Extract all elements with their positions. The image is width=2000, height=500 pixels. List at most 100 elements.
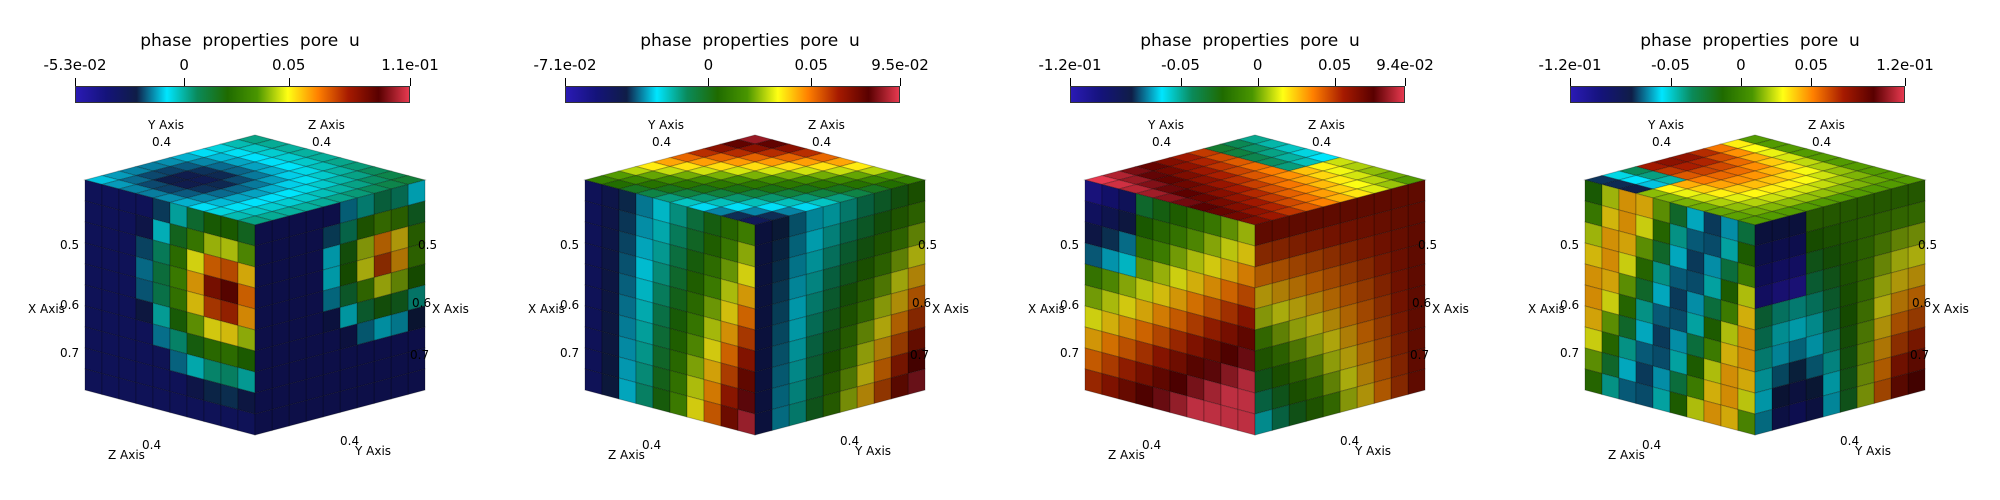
- voxel-right: [1839, 386, 1858, 414]
- x-axis-tick-left: 0.6: [560, 298, 580, 312]
- voxel-left: [152, 386, 171, 414]
- colorbar-tick-mark: [184, 78, 186, 86]
- x-axis-tick-left: 0.7: [1560, 346, 1580, 360]
- x-axis-label-right: X Axis: [932, 302, 969, 316]
- voxel-cube: [83, 134, 427, 436]
- y-axis-label-bottom: Y Axis: [855, 444, 892, 458]
- colorbar-tick-mark: [1811, 78, 1813, 86]
- z-axis-label-bottom: Z Axis: [1108, 448, 1145, 462]
- x-axis-tick-left: 0.6: [60, 298, 80, 312]
- y-axis-tick: 0.4: [1652, 135, 1672, 149]
- colorbar-tick-mark: [1334, 78, 1336, 86]
- voxel-left: [1220, 404, 1239, 432]
- colorbar-tick-mark: [1257, 78, 1259, 86]
- voxel-left: [584, 368, 603, 396]
- x-axis-label-right: X Axis: [1432, 302, 1469, 316]
- x-axis-tick-right: 0.7: [1910, 348, 1930, 362]
- voxel-right: [1907, 368, 1926, 396]
- voxel-left: [84, 368, 103, 396]
- colorbar-tick-label: 0: [703, 56, 714, 74]
- voxel-right: [1788, 399, 1807, 427]
- z-axis-tick: 0.4: [142, 438, 162, 452]
- voxel-right: [1288, 399, 1307, 427]
- colorbar-tick-label: 0.05: [794, 56, 828, 74]
- colorbar-tick-label: -5.3e-02: [43, 56, 107, 74]
- colorbar-tick-mark: [75, 78, 76, 86]
- voxel-right: [1322, 390, 1341, 418]
- render-panel-3: phase properties pore u -1.2e-01 -0.05 0 0.0…: [1000, 0, 1500, 500]
- colorbar-tick-label: -7.1e-02: [533, 56, 597, 74]
- colorbar-tick-label: 1.2e-01: [1876, 56, 1934, 74]
- voxel-left: [601, 372, 620, 400]
- voxel-right: [1754, 408, 1773, 436]
- z-axis-label-top: Z Axis: [1308, 118, 1345, 132]
- colorbar-gradient: [1070, 86, 1405, 103]
- voxel-right: [1390, 372, 1409, 400]
- voxel-left: [1720, 404, 1739, 432]
- y-axis-label-bottom: Y Axis: [1855, 444, 1892, 458]
- render-panel-2: phase properties pore u -7.1e-02 0 0.05 9.5e…: [500, 0, 1000, 500]
- voxel-right: [1890, 372, 1909, 400]
- colorbar-title: phase properties pore u: [640, 31, 860, 51]
- voxel-left: [1118, 377, 1137, 405]
- y-axis-tick: 0.4: [340, 434, 360, 448]
- voxel-left: [1186, 395, 1205, 423]
- colorbar-tick-mark: [1405, 78, 1406, 86]
- voxel-left: [1686, 395, 1705, 423]
- voxel-left: [1084, 368, 1103, 396]
- colorbar-tick-label: -1.2e-01: [1538, 56, 1602, 74]
- z-axis-tick: 0.4: [312, 135, 332, 149]
- colorbar-gradient: [565, 86, 900, 103]
- x-axis-tick-right: 0.5: [1918, 238, 1938, 252]
- voxel-left: [635, 381, 654, 409]
- x-axis-label-left: X Axis: [1528, 302, 1565, 316]
- colorbar-tick-label: 0: [179, 56, 189, 74]
- y-axis-tick: 0.4: [840, 434, 860, 448]
- voxel-right: [356, 381, 375, 409]
- y-axis-tick: 0.4: [1840, 434, 1860, 448]
- x-axis-tick-left: 0.7: [560, 346, 580, 360]
- colorbar-tick-label: 0.05: [272, 56, 306, 74]
- voxel-left: [1169, 390, 1188, 418]
- colorbar-tick-mark: [1070, 78, 1071, 86]
- z-axis-tick: 0.4: [1812, 135, 1832, 149]
- y-axis-label-top: Y Axis: [1148, 118, 1185, 132]
- voxel-right: [407, 368, 426, 396]
- voxel-left: [101, 372, 120, 400]
- colorbar-tick-mark: [1740, 78, 1742, 86]
- voxel-right: [1822, 390, 1841, 418]
- x-axis-label-left: X Axis: [528, 302, 565, 316]
- colorbar-title: phase properties pore u: [140, 31, 360, 51]
- y-axis-tick: 0.4: [1152, 135, 1172, 149]
- colorbar-tick-label: -1.2e-01: [1038, 56, 1102, 74]
- x-axis-tick-left: 0.5: [1060, 238, 1080, 252]
- voxel-right: [1254, 408, 1273, 436]
- x-axis-tick-right: 0.7: [410, 348, 430, 362]
- x-axis-label-right: X Axis: [1932, 302, 1969, 316]
- voxel-left: [737, 408, 756, 436]
- voxel-right: [788, 399, 807, 427]
- colorbar-tick-mark: [811, 78, 813, 86]
- colorbar-tick-label: 0.05: [1317, 56, 1352, 74]
- voxel-left: [1652, 386, 1671, 414]
- y-axis-label-top: Y Axis: [648, 118, 685, 132]
- voxel-left: [618, 377, 637, 405]
- voxel-right: [390, 372, 409, 400]
- voxel-cube: [1083, 134, 1427, 436]
- voxel-right: [805, 395, 824, 423]
- voxel-right: [288, 399, 307, 427]
- voxel-left: [203, 399, 222, 427]
- colorbar-tick-mark: [708, 78, 710, 86]
- voxel-left: [1618, 377, 1637, 405]
- x-axis-tick-right: 0.5: [418, 238, 438, 252]
- voxel-right: [839, 386, 858, 414]
- voxel-right: [1271, 404, 1290, 432]
- colorbar-tick-mark: [1570, 78, 1571, 86]
- z-axis-label-bottom: Z Axis: [108, 448, 145, 462]
- x-axis-tick-left: 0.5: [1560, 238, 1580, 252]
- y-axis-label-top: Y Axis: [1648, 118, 1685, 132]
- x-axis-tick-left: 0.6: [1560, 298, 1580, 312]
- z-axis-label-top: Z Axis: [808, 118, 845, 132]
- voxel-left: [720, 404, 739, 432]
- colorbar-tick-mark: [1905, 78, 1906, 86]
